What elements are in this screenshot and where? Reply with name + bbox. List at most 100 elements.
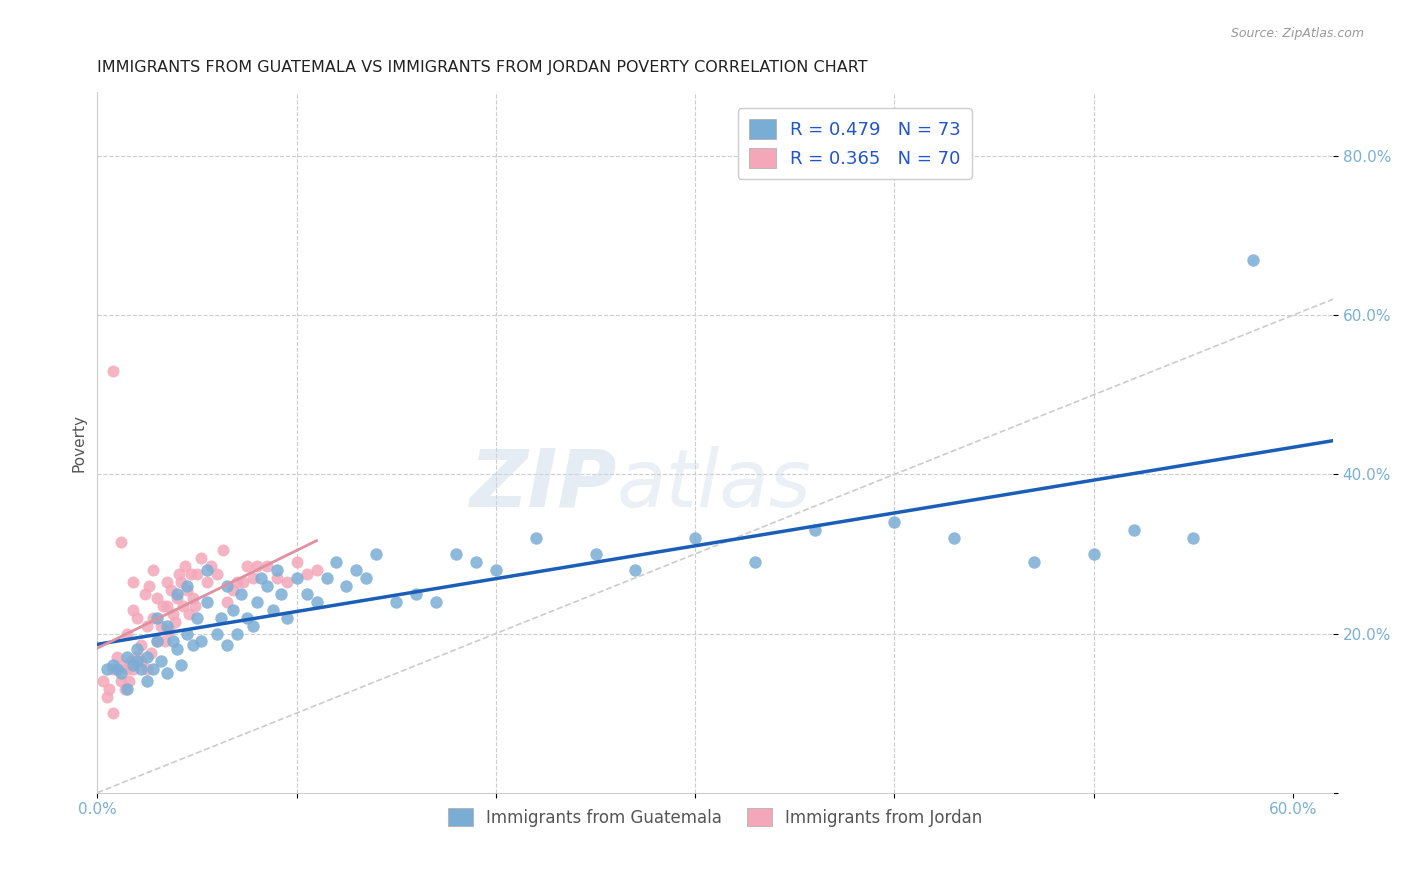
- Point: [162, 634, 184, 648]
- Point: [98, 682, 121, 697]
- Point: [184, 599, 207, 613]
- Point: [624, 563, 647, 577]
- Point: [943, 531, 966, 545]
- Point: [120, 654, 142, 668]
- Point: [103, 658, 125, 673]
- Point: [166, 587, 188, 601]
- Point: [1022, 555, 1045, 569]
- Point: [142, 563, 165, 577]
- Point: [180, 566, 202, 581]
- Point: [127, 642, 149, 657]
- Point: [215, 639, 238, 653]
- Point: [138, 579, 160, 593]
- Point: [285, 555, 308, 569]
- Point: [200, 558, 222, 573]
- Point: [172, 599, 194, 613]
- Point: [153, 634, 176, 648]
- Point: [142, 662, 165, 676]
- Point: [146, 634, 169, 648]
- Point: [803, 523, 825, 537]
- Point: [246, 595, 269, 609]
- Point: [162, 607, 184, 621]
- Point: [315, 571, 337, 585]
- Point: [883, 515, 905, 529]
- Point: [118, 674, 141, 689]
- Point: [266, 571, 288, 585]
- Point: [127, 654, 149, 668]
- Text: ZIP: ZIP: [468, 446, 616, 524]
- Point: [165, 615, 187, 629]
- Point: [295, 587, 318, 601]
- Point: [744, 555, 766, 569]
- Point: [105, 662, 128, 676]
- Point: [96, 690, 118, 705]
- Point: [122, 574, 145, 589]
- Text: Source: ZipAtlas.com: Source: ZipAtlas.com: [1230, 27, 1364, 40]
- Point: [127, 650, 149, 665]
- Point: [285, 571, 308, 585]
- Point: [195, 563, 218, 577]
- Point: [129, 639, 152, 653]
- Point: [114, 682, 136, 697]
- Y-axis label: Poverty: Poverty: [72, 414, 86, 472]
- Point: [1182, 531, 1205, 545]
- Point: [356, 571, 378, 585]
- Point: [181, 591, 204, 605]
- Point: [465, 555, 488, 569]
- Point: [212, 543, 235, 558]
- Point: [249, 571, 271, 585]
- Point: [209, 610, 232, 624]
- Point: [156, 618, 179, 632]
- Text: IMMIGRANTS FROM GUATEMALA VS IMMIGRANTS FROM JORDAN POVERTY CORRELATION CHART: IMMIGRANTS FROM GUATEMALA VS IMMIGRANTS …: [97, 60, 868, 75]
- Point: [110, 674, 132, 689]
- Point: [170, 574, 193, 589]
- Point: [236, 558, 259, 573]
- Point: [166, 642, 188, 657]
- Point: [115, 650, 138, 665]
- Point: [142, 610, 165, 624]
- Point: [444, 547, 467, 561]
- Point: [174, 558, 197, 573]
- Point: [229, 587, 252, 601]
- Point: [225, 574, 247, 589]
- Point: [146, 591, 169, 605]
- Point: [122, 602, 145, 616]
- Point: [177, 607, 200, 621]
- Point: [156, 666, 179, 681]
- Point: [256, 579, 278, 593]
- Point: [305, 563, 328, 577]
- Point: [195, 595, 218, 609]
- Point: [305, 595, 328, 609]
- Point: [190, 634, 212, 648]
- Point: [136, 674, 159, 689]
- Point: [256, 558, 278, 573]
- Text: atlas: atlas: [616, 446, 811, 524]
- Point: [181, 639, 204, 653]
- Point: [122, 662, 145, 676]
- Point: [105, 662, 128, 676]
- Point: [325, 555, 347, 569]
- Point: [112, 658, 135, 673]
- Point: [105, 650, 128, 665]
- Point: [425, 595, 447, 609]
- Point: [683, 531, 706, 545]
- Point: [276, 574, 298, 589]
- Point: [295, 566, 318, 581]
- Point: [276, 610, 298, 624]
- Point: [176, 626, 198, 640]
- Point: [186, 610, 208, 624]
- Point: [215, 595, 238, 609]
- Point: [242, 571, 264, 585]
- Point: [122, 658, 145, 673]
- Point: [1083, 547, 1105, 561]
- Point: [1122, 523, 1144, 537]
- Point: [405, 587, 427, 601]
- Point: [152, 599, 174, 613]
- Point: [270, 587, 292, 601]
- Point: [222, 602, 245, 616]
- Point: [136, 618, 159, 632]
- Point: [246, 558, 269, 573]
- Point: [232, 574, 254, 589]
- Point: [146, 610, 169, 624]
- Point: [205, 566, 228, 581]
